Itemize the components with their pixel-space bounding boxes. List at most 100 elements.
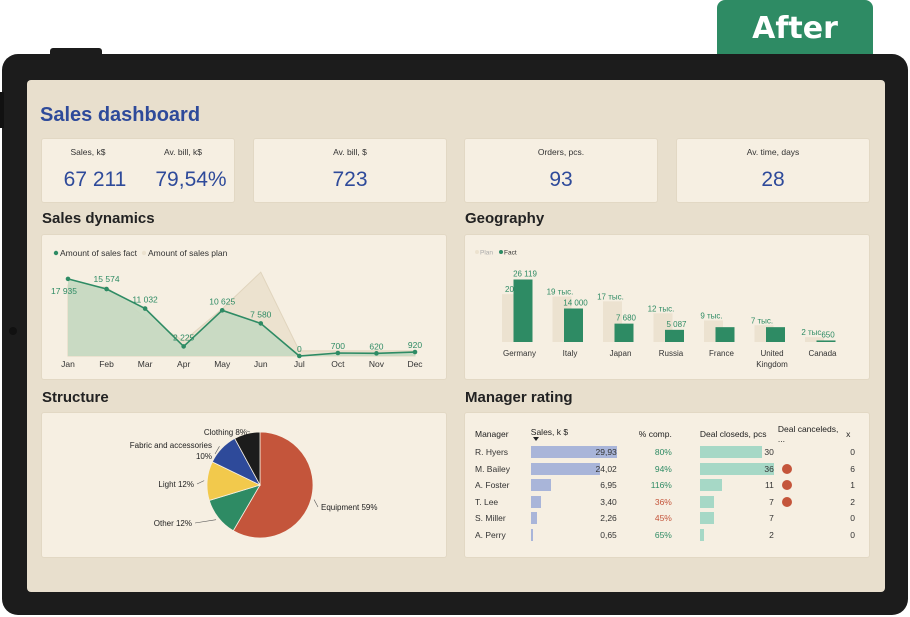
col-header-sales[interactable]: Sales, k $ bbox=[531, 424, 619, 444]
kpi-avbill2-label: Av. bill, $ bbox=[333, 147, 367, 157]
sales-dynamics-chart[interactable]: Amount of sales fact Amount of sales plan… bbox=[42, 235, 446, 379]
fact-bar-italy bbox=[564, 308, 583, 342]
canceled-value: 1 bbox=[850, 480, 855, 491]
fact-label-italy: 14 000 bbox=[563, 299, 588, 308]
legend-plan-label: Amount of sales plan bbox=[148, 248, 228, 258]
structure-pie-chart[interactable]: Equipment 59% Other 12% Light 12% Fabric an… bbox=[42, 413, 446, 557]
pie-label-other: Other 12% bbox=[154, 519, 192, 528]
data-label-apr: 2 225 bbox=[173, 332, 195, 342]
sales-cell: 29,93 bbox=[530, 444, 619, 461]
sales-bar bbox=[530, 479, 551, 492]
closed-bar bbox=[699, 512, 715, 525]
sales-bar bbox=[530, 446, 617, 459]
col-header-sales-label: Sales, k $ bbox=[530, 427, 569, 437]
col-header-canceled[interactable]: Deal canceleds, ... bbox=[777, 424, 839, 444]
canceled-value: 0 bbox=[850, 447, 855, 458]
geography-chart[interactable]: Plan Fact 20 26 119 Germany 19 тыс. 14 000 Ital… bbox=[465, 235, 869, 379]
dashboard-screen: Sales dashboard Sales, k$ 67 211 Av. bil… bbox=[27, 80, 885, 592]
x-tick-germany: Germany bbox=[503, 349, 536, 358]
pie-leader-other bbox=[194, 519, 217, 524]
section-title-manager: Manager rating bbox=[465, 389, 573, 406]
sales-value: 6,95 bbox=[600, 480, 617, 491]
kpi-avbill2-value: 723 bbox=[332, 168, 368, 191]
manager-name: R. Hyers bbox=[475, 447, 509, 458]
col-header-comp[interactable]: % comp. bbox=[638, 429, 672, 439]
kpi-avtime-value: 28 bbox=[761, 168, 785, 191]
comp-cell: 36% bbox=[654, 496, 672, 507]
col-header-manager[interactable]: Manager bbox=[475, 429, 509, 439]
manager-table: Manager Sales, k $ % comp. Deal closeds,… bbox=[475, 424, 855, 543]
legend-plan-marker bbox=[475, 250, 479, 254]
kpi-orders-value: 93 bbox=[549, 168, 573, 191]
sales-value: 2,26 bbox=[600, 513, 617, 524]
x-tick-jul: Jul bbox=[294, 359, 305, 369]
plan-label-united-kingdom: 7 тыс. bbox=[751, 316, 773, 325]
canceled-cell bbox=[778, 444, 846, 461]
fact-point-feb bbox=[104, 286, 109, 292]
data-label-dec: 920 bbox=[408, 340, 422, 350]
pie-slice-clothing bbox=[234, 431, 261, 486]
fact-label-germany: 26 119 bbox=[513, 270, 537, 279]
geography-card: Plan Fact 20 26 119 Germany 19 тыс. 14 000 Ital… bbox=[465, 235, 869, 379]
x-tick-jan: Jan bbox=[61, 359, 75, 369]
kpi-avtime-label: Av. time, days bbox=[746, 147, 800, 157]
col-header-x[interactable]: x bbox=[846, 429, 851, 439]
x-tick-mar: Mar bbox=[138, 359, 153, 369]
sales-cell: 0,65 bbox=[530, 527, 619, 544]
fact-label-russia: 5 087 bbox=[666, 320, 687, 329]
section-title-structure: Structure bbox=[42, 389, 109, 406]
closed-value: 11 bbox=[765, 480, 774, 491]
manager-rating-card: Manager Sales, k $ % comp. Deal closeds,… bbox=[465, 413, 869, 557]
closed-cell: 7 bbox=[699, 510, 778, 527]
kpi-card-orders[interactable]: Orders, pcs. 93 bbox=[465, 139, 657, 202]
table-row[interactable]: T. Lee 3,40 36% 7 2 bbox=[475, 494, 855, 511]
structure-card: Equipment 59% Other 12% Light 12% Fabric an… bbox=[42, 413, 446, 557]
fact-point-dec bbox=[412, 349, 418, 355]
x-tick-canada: Canada bbox=[808, 349, 837, 358]
kpi-card-avtime[interactable]: Av. time, days 28 bbox=[677, 139, 869, 202]
pie-leader-light bbox=[196, 480, 205, 485]
canceled-cell bbox=[778, 510, 846, 527]
table-row[interactable]: M. Bailey 24,02 94% 36 6 bbox=[475, 461, 855, 478]
fact-bar-japan bbox=[614, 323, 634, 342]
legend-fact-label: Fact bbox=[504, 250, 517, 257]
page-title: Sales dashboard bbox=[40, 104, 201, 126]
plan-label-russia: 12 тыс. bbox=[648, 304, 675, 313]
plan-label-france: 9 тыс. bbox=[700, 311, 722, 320]
sales-value: 24,02 bbox=[595, 463, 617, 474]
data-label-feb: 15 574 bbox=[94, 274, 120, 284]
closed-bar bbox=[699, 495, 715, 508]
data-label-nov: 620 bbox=[369, 341, 383, 351]
data-label-jan: 17 935 bbox=[51, 286, 77, 296]
manager-name: S. Miller bbox=[475, 513, 506, 524]
x-tick-oct: Oct bbox=[331, 359, 345, 369]
sales-cell: 24,02 bbox=[530, 461, 619, 478]
fact-line bbox=[67, 278, 416, 357]
table-row[interactable]: A. Foster 6,95 116% 11 1 bbox=[475, 477, 855, 494]
pie-label-equipment: Equipment 59% bbox=[321, 503, 377, 512]
data-label-jul: 0 bbox=[297, 344, 302, 354]
kpi-card-sales[interactable]: Sales, k$ 67 211 Av. bill, k$ 79,54% bbox=[42, 139, 234, 202]
x-tick-nov: Nov bbox=[369, 359, 385, 369]
plan-label-italy: 19 тыс. bbox=[547, 288, 574, 297]
canceled-value: 6 bbox=[850, 463, 855, 474]
kpi-card-avbill[interactable]: Av. bill, $ 723 bbox=[254, 139, 446, 202]
legend-fact-marker bbox=[499, 250, 503, 254]
closed-value: 36 bbox=[764, 463, 774, 474]
fact-point-apr bbox=[181, 344, 186, 349]
fact-bar-france bbox=[715, 327, 735, 342]
after-label: After bbox=[752, 10, 838, 46]
table-row[interactable]: A. Perry 0,65 65% 2 0 bbox=[475, 527, 855, 544]
kpi-sales-value: 67 211 bbox=[63, 168, 127, 191]
x-tick-feb: Feb bbox=[99, 359, 114, 369]
table-row[interactable]: R. Hyers 29,93 80% 30 0 bbox=[475, 444, 855, 461]
pie-leader-equipment bbox=[313, 499, 319, 508]
sales-bar bbox=[530, 462, 600, 475]
x-tick-apr: Apr bbox=[177, 359, 190, 369]
col-header-closed[interactable]: Deal closeds, pcs bbox=[699, 429, 767, 439]
closed-cell: 36 bbox=[699, 461, 792, 478]
sales-dynamics-card: Amount of sales fact Amount of sales plan… bbox=[42, 235, 446, 379]
closed-value: 30 bbox=[764, 447, 774, 458]
closed-bar bbox=[699, 462, 774, 475]
table-row[interactable]: S. Miller 2,26 45% 7 0 bbox=[475, 510, 855, 527]
